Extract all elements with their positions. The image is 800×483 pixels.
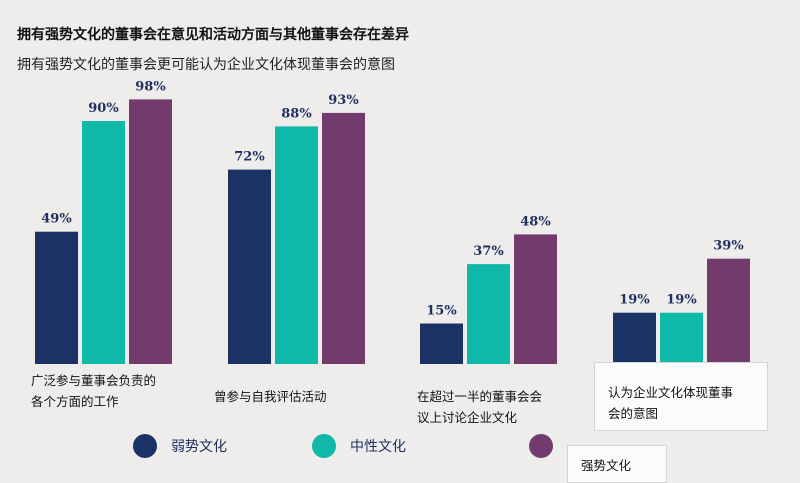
legend-item-weak: 弱势文化 <box>133 433 227 459</box>
bar-neutral-1 <box>82 121 125 364</box>
data-label-weak-3: 15% <box>426 304 457 319</box>
bar-weak-1 <box>35 231 78 364</box>
data-label-weak-1: 49% <box>41 212 72 227</box>
chart-subtitle: 拥有强势文化的董事会更可能认为企业文化体现董事会的意图 <box>17 57 395 73</box>
data-label-neutral-2: 88% <box>281 106 312 121</box>
category-label-3-line-1: 在超过一半的董事会会 <box>417 389 543 404</box>
category-label-2: 曾参与自我评估活动 <box>214 386 327 407</box>
legend-dot-neutral <box>312 434 336 458</box>
category-label-4-line-1: 认为企业文化体现董事 <box>608 385 734 400</box>
category-label-2-line-1: 曾参与自我评估活动 <box>214 389 327 404</box>
legend-item-strong <box>529 433 567 459</box>
chart-title: 拥有强势文化的董事会在意见和活动方面与其他董事会存在差异 <box>17 27 409 43</box>
category-label-1-line-2: 各个方面的工作 <box>31 394 119 409</box>
bar-strong-2 <box>322 112 365 365</box>
data-label-neutral-1: 90% <box>88 101 119 116</box>
data-label-weak-4: 19% <box>619 293 650 308</box>
legend-dot-weak <box>133 434 157 458</box>
category-label-4-line-2: 会的意图 <box>608 406 659 421</box>
legend-label-strong: 强势文化 <box>581 458 632 473</box>
category-label-box <box>594 362 768 431</box>
data-label-strong-3: 48% <box>520 214 551 229</box>
data-label-weak-2: 72% <box>234 150 265 165</box>
bar-weak-3 <box>420 323 463 364</box>
bar-strong-3 <box>514 234 557 364</box>
category-label-3: 在超过一半的董事会会 议上讨论企业文化 <box>417 386 542 424</box>
bar-chart: 49% 72% 15% 19% 90% 88% 37% 19% 98% 93% 48% 39% <box>35 79 750 365</box>
legend-item-neutral: 中性文化 <box>312 433 406 459</box>
legend-label-weak: 弱势文化 <box>171 439 227 455</box>
bar-weak-2 <box>228 169 271 364</box>
legend-dot-strong <box>529 434 553 458</box>
bar-neutral-2 <box>275 126 318 365</box>
data-label-strong-1: 98% <box>135 79 166 94</box>
legend-label-neutral: 中性文化 <box>350 439 406 455</box>
data-label-neutral-3: 37% <box>473 244 504 259</box>
legend-label-box <box>567 445 667 483</box>
data-label-strong-2: 93% <box>328 93 359 108</box>
data-label-neutral-4: 19% <box>666 293 697 308</box>
category-label-3-line-2: 议上讨论企业文化 <box>417 410 518 424</box>
category-label-1: 广泛参与董事会负责的 各个方面的工作 <box>31 370 156 412</box>
bar-neutral-3 <box>467 264 510 364</box>
bar-strong-1 <box>129 99 172 365</box>
bar-strong-4 <box>707 258 750 364</box>
bar-weak-4 <box>613 312 656 364</box>
category-label-1-line-1: 广泛参与董事会负责的 <box>31 373 157 388</box>
bar-neutral-4 <box>660 312 703 364</box>
category-label-4: 认为企业文化体现董事 会的意图 <box>608 382 733 424</box>
data-label-strong-4: 39% <box>713 239 744 254</box>
